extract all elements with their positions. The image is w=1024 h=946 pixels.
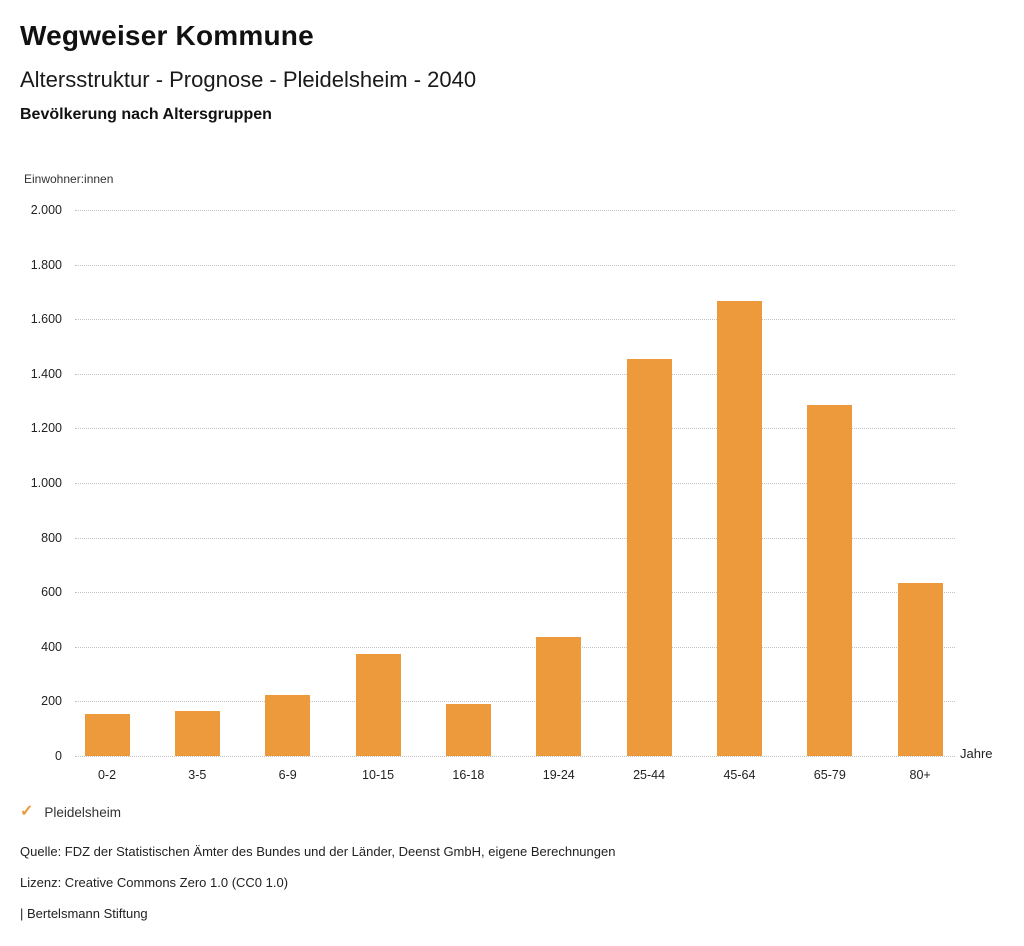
gridline (75, 592, 955, 594)
y-tick-label: 1.800 (30, 257, 62, 272)
source-text: Quelle: FDZ der Statistischen Ämter des … (20, 844, 616, 859)
page-subtitle: Altersstruktur - Prognose - Pleidelsheim… (20, 67, 477, 92)
x-tick-label: 80+ (909, 768, 931, 782)
y-tick-label: 800 (41, 530, 62, 545)
gridline (75, 483, 955, 484)
x-tick-label: 0-2 (97, 768, 117, 782)
bar-10-15[interactable] (355, 653, 401, 756)
gridline (75, 373, 955, 375)
gridline (75, 210, 955, 211)
bar-65-79[interactable] (807, 405, 853, 756)
x-tick-label: 3-5 (188, 768, 207, 782)
bar-3-5[interactable] (174, 710, 220, 756)
x-tick-label: 45-64 (723, 768, 756, 782)
gridline (75, 264, 955, 266)
gridline (75, 319, 955, 321)
y-tick-label: 1.200 (30, 421, 62, 436)
license-text: Lizenz: Creative Commons Zero 1.0 (CC0 1… (20, 875, 289, 890)
x-tick-label: 65-79 (813, 768, 846, 782)
page-title: Wegweiser Kommune (20, 20, 314, 51)
chart-caption: Bevölkerung nach Altersgruppen (20, 106, 272, 123)
gridline (75, 701, 955, 703)
x-axis-title: Jahre (960, 746, 993, 761)
y-axis-title: Einwohner:innen (24, 172, 114, 186)
y-tick-label: 200 (41, 694, 62, 709)
legend-label: Pleidelsheim (44, 804, 121, 820)
gridline (75, 646, 955, 648)
y-tick-label: 1.400 (30, 366, 62, 381)
gridline (75, 428, 955, 430)
x-tick-label: 10-15 (362, 768, 395, 782)
bar-19-24[interactable] (536, 637, 582, 756)
x-tick-label: 16-18 (452, 768, 485, 782)
legend-item-pleidelsheim[interactable]: ✓ Pleidelsheim (20, 804, 121, 820)
bar-6-9[interactable] (265, 694, 311, 756)
bar-16-18[interactable] (445, 704, 491, 756)
x-tick-label: 25-44 (633, 768, 666, 782)
gridline (75, 537, 955, 539)
bar-25-44[interactable] (626, 358, 672, 756)
y-tick-label: 600 (41, 585, 62, 600)
y-tick-label: 400 (41, 639, 62, 654)
x-tick-label: 6-9 (278, 768, 297, 782)
bar-80+[interactable] (897, 582, 943, 756)
bar-0-2[interactable] (84, 713, 130, 756)
y-tick-label: 2.000 (30, 203, 62, 217)
check-icon: ✓ (20, 803, 34, 820)
y-tick-label: 1.600 (30, 312, 62, 327)
y-tick-label: 0 (55, 749, 62, 763)
attribution-text: | Bertelsmann Stiftung (20, 906, 148, 921)
gridline (75, 756, 955, 757)
y-tick-label: 1.000 (30, 476, 62, 490)
bar-chart-plot-area: 0 200 400 600 800 1.000 1.200 1.400 1.600 1.800 2.… (31, 203, 955, 782)
x-tick-label: 19-24 (542, 768, 575, 782)
bar-45-64[interactable] (716, 301, 762, 756)
